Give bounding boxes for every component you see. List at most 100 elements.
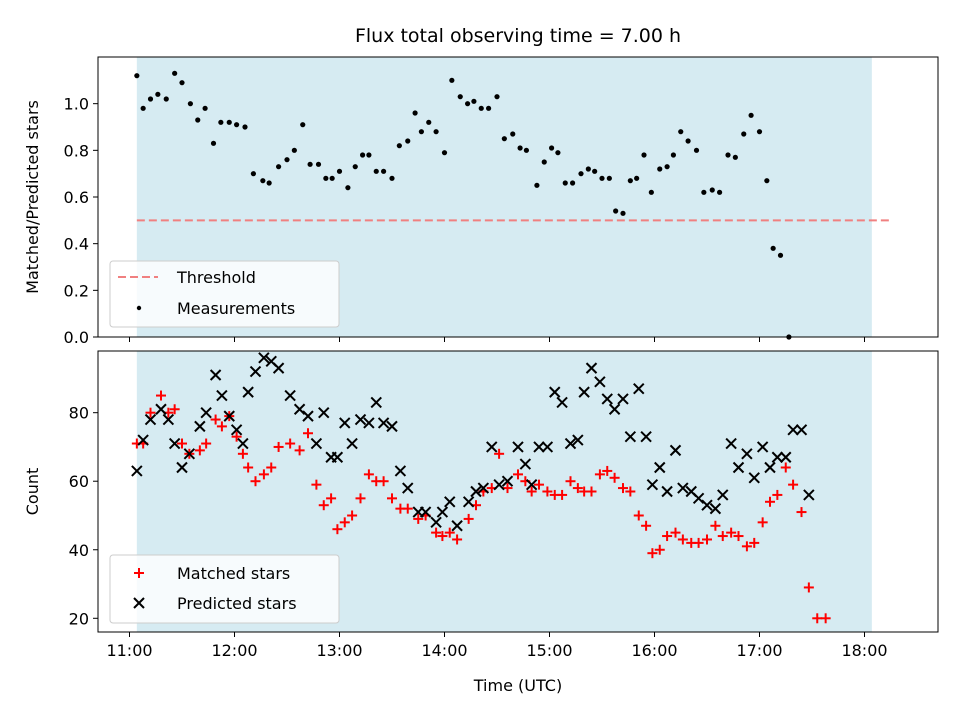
measurement-point <box>315 161 322 167</box>
ratio-legend-box <box>109 260 340 328</box>
matched-star-point <box>749 537 760 548</box>
matched-star-point <box>647 548 658 559</box>
predicted-legend-swatch <box>133 597 145 609</box>
matched-star-point <box>326 493 337 504</box>
measurement-point <box>426 119 432 125</box>
matched-star-point <box>733 531 744 542</box>
x-tick-label: 11:00 <box>106 641 152 660</box>
matched-star-point <box>513 469 523 480</box>
predicted-star-point <box>725 437 737 450</box>
measurement-point <box>741 131 747 137</box>
matched-star-point <box>693 537 704 548</box>
count-legend-box <box>109 554 340 624</box>
predicted-star-point <box>216 389 228 402</box>
matched-star-point <box>355 493 366 504</box>
matched-star-point <box>402 503 413 514</box>
measurement-point <box>562 180 568 186</box>
measurement-point <box>134 73 140 79</box>
predicted-star-point <box>661 485 673 498</box>
predicted-star-point <box>230 424 243 436</box>
predicted-star-point <box>377 417 390 429</box>
measurement-point <box>195 117 201 123</box>
predicted-star-point <box>162 413 175 426</box>
predicted-star-point <box>525 478 538 491</box>
measurement-point <box>517 145 523 151</box>
matched-star-point <box>311 479 322 490</box>
ratio-x-ticks <box>129 337 865 342</box>
ratio-legend: Threshold Measurements <box>109 260 340 328</box>
matched-star-point <box>557 489 568 500</box>
predicted-star-point <box>284 389 296 402</box>
predicted-star-point <box>131 465 143 477</box>
predicted-star-point <box>394 465 407 477</box>
y-tick-label: 0.2 <box>64 281 89 300</box>
x-tick-label: 18:00 <box>841 641 887 660</box>
count-y-ticks: 20 40 60 80 <box>69 404 98 628</box>
measurement-point <box>578 171 584 177</box>
measurement-point <box>291 147 297 153</box>
measurement-point <box>155 91 161 97</box>
matched-star-point <box>710 520 721 531</box>
matched-star-point <box>757 517 768 528</box>
predicted-star-point <box>512 441 524 453</box>
measurement-point <box>389 175 395 181</box>
measurement-point <box>478 105 484 111</box>
measurement-point <box>634 175 640 181</box>
predicted-star-point <box>477 482 490 494</box>
matched-star-point <box>285 438 296 449</box>
predicted-star-point <box>331 451 344 463</box>
measurement-point <box>592 168 598 174</box>
predicted-star-point <box>430 516 442 529</box>
predicted-star-point <box>339 417 351 429</box>
predicted-star-point <box>756 441 769 453</box>
measurement-point <box>300 122 306 128</box>
measurement-point <box>179 80 185 86</box>
x-tick-label: 14:00 <box>421 641 467 660</box>
predicted-star-point <box>556 396 568 409</box>
measurement-point <box>777 252 784 258</box>
y-tick-label: 80 <box>69 404 89 423</box>
ratio-y-axis-label: Matched/Predicted stars <box>23 100 42 294</box>
measurement-point <box>147 96 154 102</box>
matched-star-point <box>641 520 652 531</box>
measurement-point <box>471 98 477 104</box>
matched-star-point <box>796 507 807 518</box>
measurement-point <box>187 101 193 107</box>
measurement-point <box>242 124 248 130</box>
measurement-point <box>494 94 500 100</box>
measurement-point <box>360 152 366 158</box>
count-y-axis-label: Count <box>23 468 42 516</box>
predicted-star-point <box>386 420 398 433</box>
predicted-star-point <box>578 386 590 398</box>
predicted-star-point <box>242 386 254 398</box>
measurement-point <box>329 175 335 181</box>
matched-star-point <box>444 527 455 538</box>
matched-star-point <box>565 476 576 487</box>
measurement-point <box>693 147 700 153</box>
measurement-point <box>345 185 351 191</box>
count-axes-frame <box>97 350 939 633</box>
measurement-point <box>541 159 547 165</box>
matched-star-point <box>677 534 688 545</box>
predicted-star-point <box>594 376 606 388</box>
count-legend: Matched stars Predicted stars <box>109 554 340 624</box>
predicted-star-point <box>717 489 729 501</box>
matched-star-point <box>452 534 463 545</box>
predicted-star-point <box>803 489 815 501</box>
matched-star-point <box>803 582 814 593</box>
predicted-star-point <box>601 393 613 405</box>
predicted-star-point <box>363 417 375 429</box>
matched-star-point <box>431 527 442 538</box>
matched-star-point <box>534 479 544 490</box>
measurement-point <box>276 164 282 170</box>
measurement-point <box>606 175 612 181</box>
matched-star-point <box>378 476 389 487</box>
predicted-star-point <box>451 520 463 532</box>
measurement-point <box>725 152 731 158</box>
matched-star-point <box>586 486 597 497</box>
matched-star-point <box>177 438 187 449</box>
matched-star-point <box>266 462 277 473</box>
matched-star-point <box>216 421 227 432</box>
predicted-star-point <box>624 430 637 443</box>
y-tick-label: 0.8 <box>64 141 89 160</box>
